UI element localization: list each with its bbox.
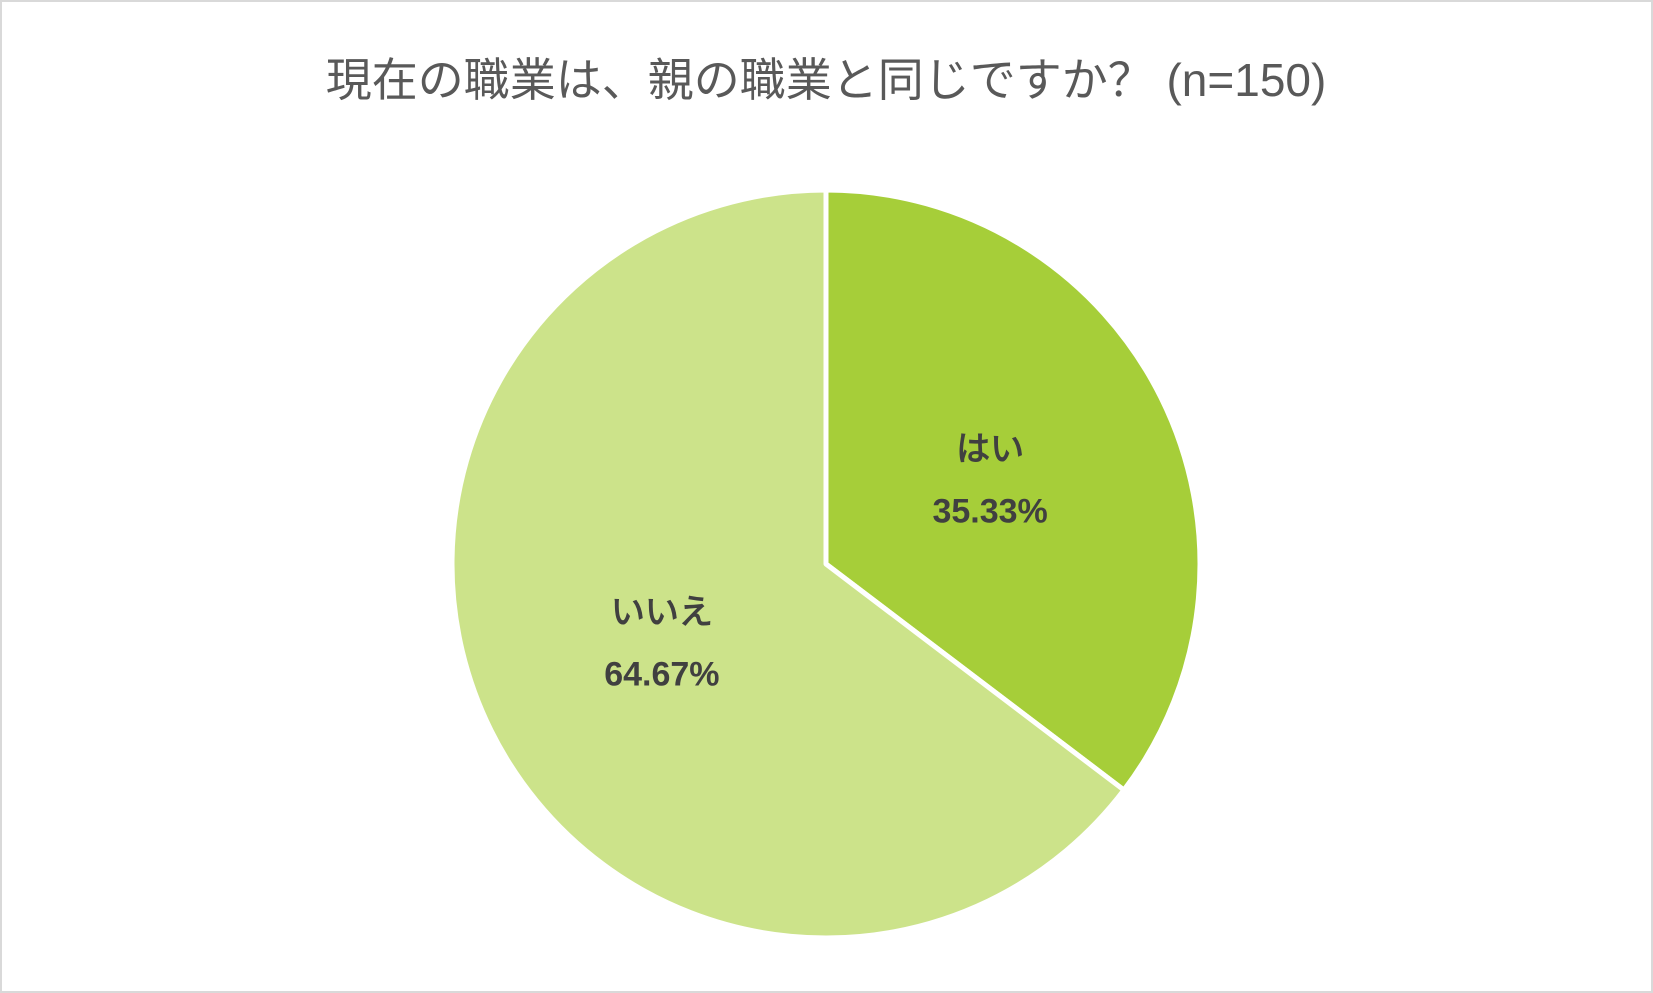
slice-category-label: はい — [956, 430, 1024, 468]
slice-value-label: 35.33% — [932, 492, 1047, 530]
pie-slice — [449, 187, 1127, 941]
slice-value-label: 64.67% — [604, 655, 719, 693]
pie-slice — [823, 187, 1203, 793]
slice-category-label: いいえ — [611, 593, 713, 631]
chart-title: 現在の職業は、親の職業と同じですか？ (n=150) — [326, 54, 1327, 106]
